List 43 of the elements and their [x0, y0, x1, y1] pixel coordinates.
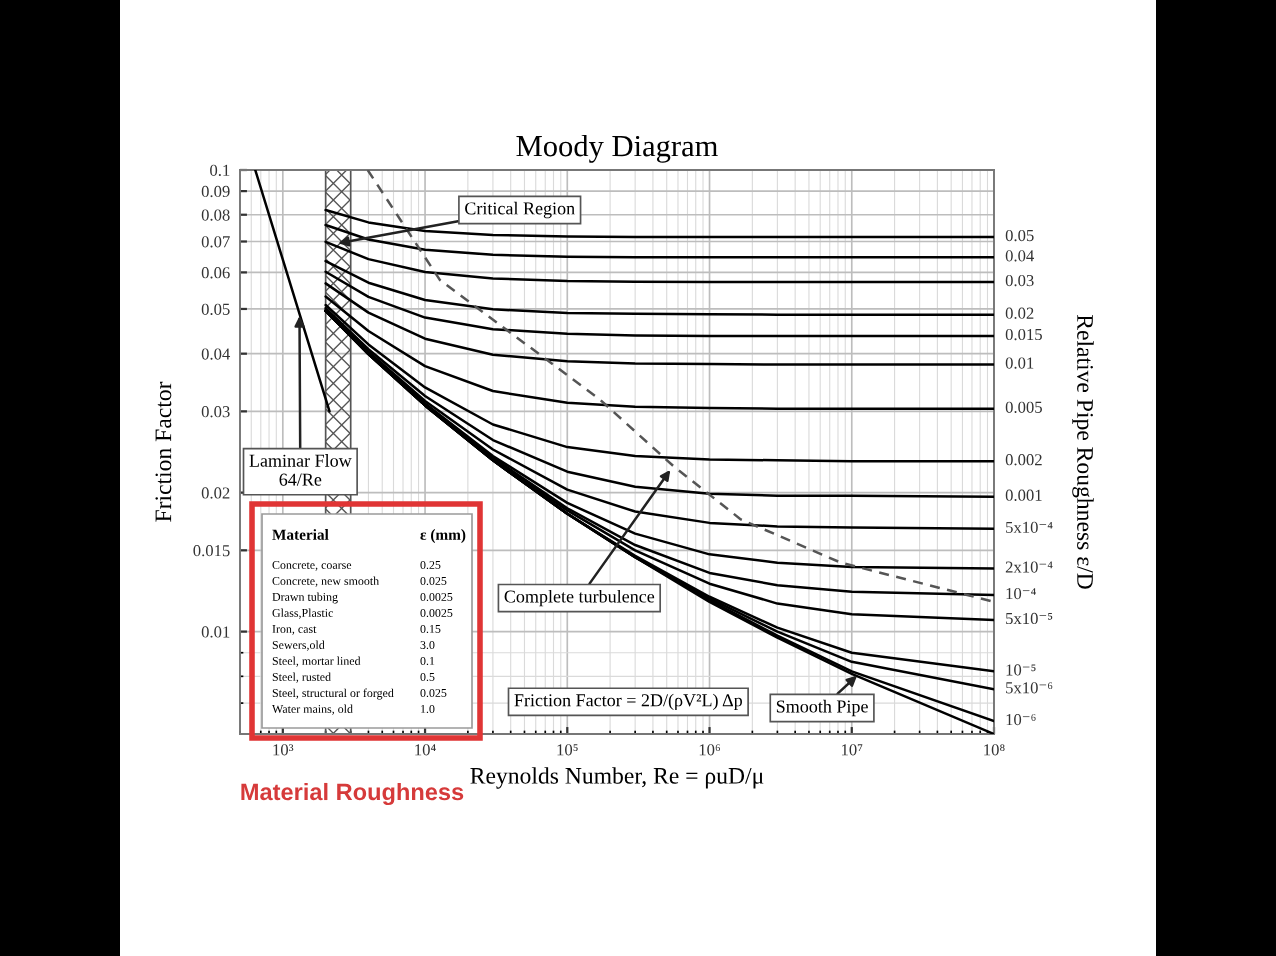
series-label: 2x10⁻⁴	[1005, 561, 1053, 573]
series-label: 10⁻⁵	[1006, 664, 1036, 676]
series-label: 0.02	[1005, 307, 1034, 319]
series-label: 0.01	[1005, 357, 1034, 369]
x-tick-label: 10⁸	[984, 744, 1005, 756]
series-label: 10⁻⁶	[1006, 713, 1036, 726]
annotation: Laminar Flow 64/Re	[249, 454, 352, 486]
y-tick-label: 0.01	[201, 626, 230, 638]
y-tick-label: 0.03	[201, 406, 230, 418]
series-label: 0.03	[1005, 274, 1034, 287]
y-tick-label: 0.09	[201, 185, 230, 198]
series-label: 0.015	[1005, 328, 1042, 341]
y-tick-label: 0.04	[201, 348, 231, 360]
y-tick-label: 0.06	[201, 267, 230, 279]
y-tick-label: 0.02	[201, 487, 230, 499]
y-tick-label: 0.015	[193, 545, 230, 557]
chart-title: Moody Diagram	[516, 134, 718, 163]
x-tick-label: 10⁴	[415, 744, 436, 756]
y-tick-label: 0.05	[201, 303, 230, 315]
y-tick-label: 0.08	[201, 209, 230, 221]
x-tick-label: 10⁷	[841, 744, 863, 756]
series-label: 0.05	[1005, 229, 1034, 242]
annotation: Smooth Pipe	[776, 699, 868, 717]
x-tick-label: 10³	[273, 744, 294, 756]
annotation: Friction Factor = 2D/(ρV²L) Δp	[514, 693, 742, 711]
x-tick-label: 10⁵	[557, 744, 578, 756]
text: Material Roughness	[241, 782, 464, 806]
annotation: Complete turbulence	[504, 589, 655, 607]
y-tick-label: 0.1	[210, 164, 230, 177]
series-label: 0.002	[1005, 454, 1042, 466]
y2-axis-title: Relative Pipe Roughness ε/D	[1072, 314, 1094, 589]
series-label: 5x10⁻⁶	[1006, 682, 1053, 694]
band-label: Critical Region	[465, 201, 575, 219]
y-axis-title: Friction Factor	[155, 381, 172, 522]
x-axis-title: Reynolds Number, Re = ρuD/μ	[470, 767, 764, 789]
series-label: 5x10⁻⁴	[1006, 521, 1053, 533]
x-tick-label: 10⁶	[699, 744, 720, 756]
series-label: 10⁻⁴	[1006, 587, 1036, 600]
series-label: 0.001	[1005, 489, 1042, 501]
series-label: 5x10⁻⁵	[1006, 612, 1053, 625]
y-tick-label: 0.07	[201, 236, 230, 248]
series-label: 0.005	[1005, 401, 1042, 413]
series-label: 0.04	[1005, 250, 1035, 262]
